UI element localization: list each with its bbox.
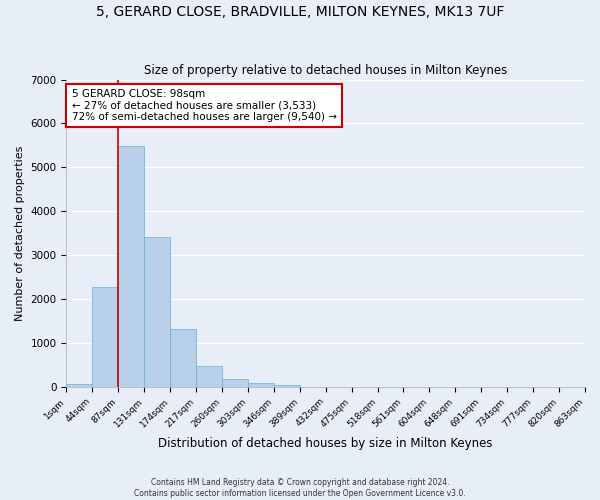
Bar <box>67 384 92 387</box>
Bar <box>144 236 170 387</box>
X-axis label: Distribution of detached houses by size in Milton Keynes: Distribution of detached houses by size … <box>158 437 493 450</box>
Bar <box>196 366 222 387</box>
Text: Contains HM Land Registry data © Crown copyright and database right 2024.
Contai: Contains HM Land Registry data © Crown c… <box>134 478 466 498</box>
Text: 5 GERARD CLOSE: 98sqm
← 27% of detached houses are smaller (3,533)
72% of semi-d: 5 GERARD CLOSE: 98sqm ← 27% of detached … <box>71 89 337 122</box>
Bar <box>274 384 300 387</box>
Bar <box>222 378 248 387</box>
Bar <box>170 330 196 387</box>
Title: Size of property relative to detached houses in Milton Keynes: Size of property relative to detached ho… <box>144 64 508 77</box>
Bar <box>248 383 274 387</box>
Bar <box>92 287 118 387</box>
Y-axis label: Number of detached properties: Number of detached properties <box>15 146 25 321</box>
Bar <box>118 146 144 387</box>
Text: 5, GERARD CLOSE, BRADVILLE, MILTON KEYNES, MK13 7UF: 5, GERARD CLOSE, BRADVILLE, MILTON KEYNE… <box>96 5 504 19</box>
